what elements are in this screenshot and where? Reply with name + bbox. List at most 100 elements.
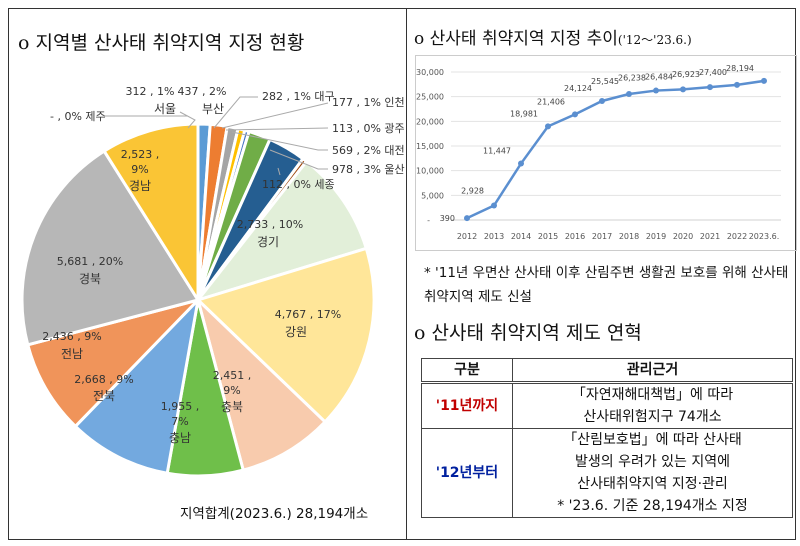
pie-label-강원: 강원 bbox=[285, 325, 307, 339]
x-tick-label: 2017 bbox=[592, 232, 612, 241]
pie-label-경북: 경북 bbox=[79, 272, 101, 286]
data-label: 25,545 bbox=[591, 77, 619, 86]
pie-label-서울: 서울 bbox=[154, 102, 176, 116]
pie-label-충남: 충남 bbox=[169, 431, 191, 445]
leader-line-대구 bbox=[213, 96, 258, 129]
data-point bbox=[464, 215, 470, 222]
basis-line: 「자연재해대책법」에 따라 bbox=[571, 387, 734, 403]
pie-slice-경남 bbox=[102, 122, 200, 306]
pie-label-경남: 9% bbox=[131, 163, 148, 176]
x-tick-label: 2012 bbox=[457, 232, 477, 241]
data-point bbox=[707, 84, 713, 91]
x-tick-label: 2020 bbox=[673, 232, 693, 241]
row-period: '12년부터 bbox=[421, 428, 513, 518]
pie-slice-충북 bbox=[195, 295, 328, 472]
data-point bbox=[491, 202, 497, 209]
history-title: o 산사태 취약지역 제도 연혁 bbox=[414, 322, 642, 344]
data-label: 28,194 bbox=[726, 64, 754, 73]
data-point bbox=[734, 81, 740, 88]
data-label: 26,484 bbox=[645, 72, 673, 81]
y-tick-label: 15,000 bbox=[416, 142, 444, 151]
y-tick-label: - bbox=[427, 216, 430, 225]
line-chart-box: - 5,000 10,000 15,000 20,000 25,000 30,000 2012… bbox=[415, 55, 797, 251]
y-tick-label: 10,000 bbox=[416, 167, 444, 176]
leader-line-서울 bbox=[179, 111, 196, 129]
pie-label-경북: 5,681 , 20% bbox=[57, 255, 123, 268]
data-label: 26,923 bbox=[672, 70, 700, 79]
basis-line: 산사태위험지구 74개소 bbox=[583, 409, 722, 425]
pie-label-부산: 부산 bbox=[202, 102, 224, 116]
pie-label-광주: 113 , 0% 광주 bbox=[332, 122, 405, 135]
data-point bbox=[599, 97, 605, 104]
pie-slice-전북 bbox=[73, 295, 201, 476]
x-tick-label: 2018 bbox=[619, 232, 639, 241]
pie-slice-강원 bbox=[195, 246, 376, 424]
pie-label-충북: 2,451 , bbox=[213, 369, 251, 382]
history-table: 구분 관리근거 '11년까지 「자연재해대책법」에 따라 산사태위험지구 74개… bbox=[421, 358, 793, 518]
leader-line-인천 bbox=[221, 102, 329, 129]
data-label: 26,238 bbox=[618, 74, 646, 83]
header-basis: 관리근거 bbox=[512, 358, 793, 384]
data-label: 18,981 bbox=[510, 109, 538, 118]
table-header-row: 구분 관리근거 bbox=[421, 358, 793, 384]
data-point bbox=[761, 77, 767, 84]
pie-label-충남: 1,955 , bbox=[161, 400, 199, 413]
data-point bbox=[653, 87, 659, 94]
data-label: 24,124 bbox=[564, 84, 592, 93]
x-tick-label: 2015 bbox=[538, 232, 558, 241]
basis-line: * '23.6. 기준 28,194개소 지정 bbox=[557, 498, 748, 514]
basis-line: 「산림보호법」에 따라 산사태 bbox=[563, 432, 742, 448]
table-row: '11년까지 「자연재해대책법」에 따라 산사태위험지구 74개소 bbox=[421, 382, 793, 429]
series-line bbox=[466, 79, 765, 220]
x-tick-label: 2019 bbox=[646, 232, 666, 241]
pie-label-전북: 전북 bbox=[93, 389, 115, 403]
row-basis: 「산림보호법」에 따라 산사태 발생의 우려가 있는 지역에 산사태취약지역 지… bbox=[512, 428, 793, 518]
x-tick-label: 2013 bbox=[484, 232, 504, 241]
basis-line: 산사태취약지역 지정·관리 bbox=[577, 476, 728, 492]
x-tick-label: 2021 bbox=[700, 232, 720, 241]
right-title-text: o 산사태 취약지역 지정 추이 bbox=[414, 29, 618, 49]
pie-label-인천: 177 , 1% 인천 bbox=[332, 95, 405, 109]
data-label: 21,406 bbox=[537, 97, 565, 106]
table-row: '12년부터 「산림보호법」에 따라 산사태 발생의 우려가 있는 지역에 산사… bbox=[421, 428, 793, 518]
pie-label-전북: 2,668 , 9% bbox=[74, 373, 133, 386]
left-title: o 지역별 산사태 취약지역 지정 현황 bbox=[18, 32, 305, 54]
x-tick-label: 2016 bbox=[565, 232, 585, 241]
outer-frame bbox=[8, 8, 796, 540]
pie-label-울산: 978 , 3% 울산 bbox=[332, 163, 405, 176]
data-point bbox=[518, 160, 524, 167]
x-tick-label: 2022 bbox=[727, 232, 747, 241]
y-tick-label: 20,000 bbox=[416, 117, 444, 126]
data-label: 390 bbox=[440, 214, 455, 223]
pie-label-경남: 2,523 , bbox=[121, 148, 159, 161]
x-tick-label: 2023.6. bbox=[749, 232, 780, 241]
y-tick-label: 5,000 bbox=[421, 191, 444, 200]
data-label: 2,928 bbox=[461, 187, 484, 196]
pie-label-대전: 569 , 2% 대전 bbox=[332, 144, 405, 157]
x-tick-label: 2014 bbox=[511, 232, 531, 241]
row-basis: 「자연재해대책법」에 따라 산사태위험지구 74개소 bbox=[512, 382, 793, 429]
data-point bbox=[626, 90, 632, 97]
pie-label-전남: 2,436 , 9% bbox=[42, 330, 101, 343]
data-label: 27,400 bbox=[699, 68, 727, 77]
data-point bbox=[680, 86, 686, 93]
pie-label-대구: 282 , 1% 대구 bbox=[262, 90, 335, 103]
leader-line-광주 bbox=[225, 127, 329, 131]
leader-line-세종 bbox=[277, 167, 281, 176]
pie-label-경기: 경기 bbox=[257, 235, 279, 249]
basis-line: 발생의 우려가 있는 지역에 bbox=[574, 454, 731, 470]
data-label: 11,447 bbox=[483, 147, 511, 156]
pie-slice-전남 bbox=[25, 297, 203, 429]
pie-label-전남: 전남 bbox=[61, 347, 83, 361]
pie-label-서울: 312 , 1% bbox=[126, 85, 175, 98]
leader-line-울산 bbox=[269, 149, 328, 170]
pie-slice-경북 bbox=[20, 149, 201, 347]
pie-label-제주: - , 0% 제주 bbox=[50, 110, 106, 123]
right-title: o 산사태 취약지역 지정 추이('12～'23.6.) bbox=[414, 24, 692, 49]
data-point bbox=[545, 123, 551, 130]
pie-label-충북: 9% bbox=[223, 384, 240, 397]
pie-label-경남: 경남 bbox=[129, 179, 151, 193]
data-point bbox=[572, 111, 578, 118]
leader-line-대전 bbox=[231, 131, 328, 151]
